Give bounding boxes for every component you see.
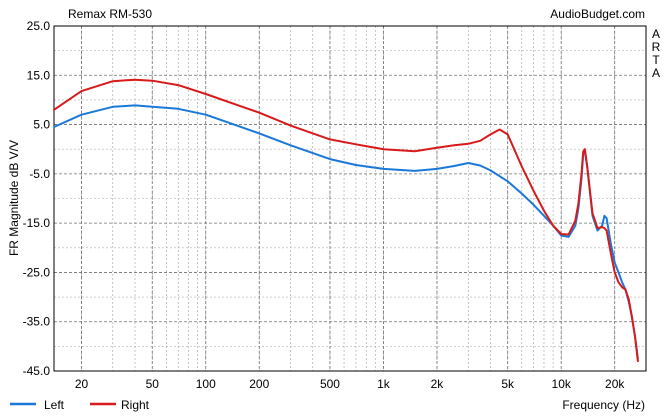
y-tick-label: -5.0 xyxy=(29,167,50,181)
x-tick-labels: 20 50 100 200 500 1k 2k 5k 10k 20k xyxy=(75,377,626,391)
y-axis-label: FR Magnitude dB V/V xyxy=(7,140,21,256)
series-line-right xyxy=(53,78,639,363)
series-line-left xyxy=(53,104,639,360)
chart-title: Remax RM-530 xyxy=(68,7,152,21)
y-tick-label: 25.0 xyxy=(27,19,51,33)
side-label-letter: A xyxy=(652,27,660,41)
y-tick-labels: 25.0 15.0 5.0 -5.0 -15.0 -25.0 -35.0 -45.0 xyxy=(23,19,51,378)
source-label: AudioBudget.com xyxy=(550,7,645,21)
legend-label-right: Right xyxy=(121,398,150,412)
y-tick-label: 15.0 xyxy=(27,68,51,82)
side-label: A R T A xyxy=(652,27,661,80)
x-tick-label: 20k xyxy=(605,377,625,391)
x-tick-label: 10k xyxy=(552,377,572,391)
x-tick-label: 1k xyxy=(377,377,391,391)
y-tick-label: -45.0 xyxy=(23,364,51,378)
minor-grid xyxy=(54,26,647,371)
side-label-letter: R xyxy=(652,40,661,54)
x-tick-label: 500 xyxy=(320,377,340,391)
x-tick-label: 2k xyxy=(431,377,445,391)
x-tick-label: 200 xyxy=(249,377,269,391)
series-layer xyxy=(53,78,639,363)
x-axis-label: Frequency (Hz) xyxy=(562,398,645,412)
x-tick-label: 20 xyxy=(75,377,89,391)
y-tick-label: 5.0 xyxy=(33,118,50,132)
x-tick-label: 100 xyxy=(196,377,216,391)
y-tick-label: -15.0 xyxy=(23,216,51,230)
side-label-letter: A xyxy=(652,66,660,80)
y-tick-label: -25.0 xyxy=(23,265,51,279)
plot-frame xyxy=(53,25,647,372)
side-label-letter: T xyxy=(652,53,660,67)
y-tick-label: -35.0 xyxy=(23,315,51,329)
x-tick-label: 50 xyxy=(146,377,160,391)
x-tick-label: 5k xyxy=(501,377,515,391)
legend: Left Right xyxy=(10,398,150,412)
major-grid xyxy=(54,26,646,371)
legend-label-left: Left xyxy=(44,398,65,412)
